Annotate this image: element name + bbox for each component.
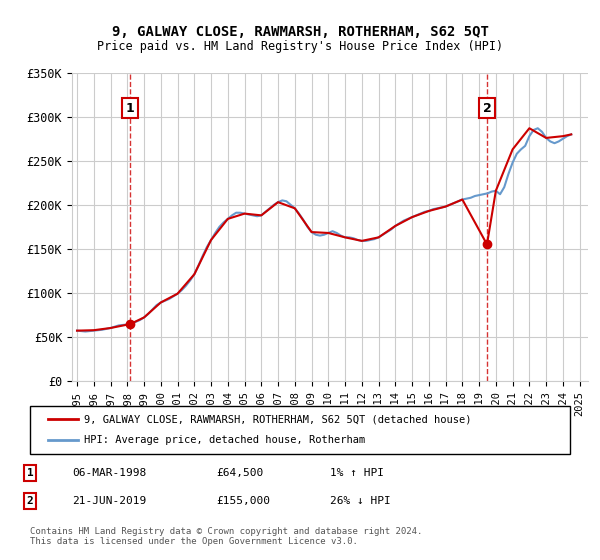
Text: 2: 2 [482,101,491,114]
Text: 1: 1 [26,468,34,478]
Text: £155,000: £155,000 [216,496,270,506]
Text: 21-JUN-2019: 21-JUN-2019 [72,496,146,506]
Text: Price paid vs. HM Land Registry's House Price Index (HPI): Price paid vs. HM Land Registry's House … [97,40,503,53]
Text: 2: 2 [26,496,34,506]
Text: HPI: Average price, detached house, Rotherham: HPI: Average price, detached house, Roth… [84,435,365,445]
Text: 9, GALWAY CLOSE, RAWMARSH, ROTHERHAM, S62 5QT (detached house): 9, GALWAY CLOSE, RAWMARSH, ROTHERHAM, S6… [84,414,472,424]
Text: 9, GALWAY CLOSE, RAWMARSH, ROTHERHAM, S62 5QT: 9, GALWAY CLOSE, RAWMARSH, ROTHERHAM, S6… [112,25,488,39]
Text: £64,500: £64,500 [216,468,263,478]
Text: 26% ↓ HPI: 26% ↓ HPI [330,496,391,506]
Text: 1: 1 [126,101,134,114]
Text: Contains HM Land Registry data © Crown copyright and database right 2024.
This d: Contains HM Land Registry data © Crown c… [30,526,422,546]
Text: 1% ↑ HPI: 1% ↑ HPI [330,468,384,478]
Text: 06-MAR-1998: 06-MAR-1998 [72,468,146,478]
